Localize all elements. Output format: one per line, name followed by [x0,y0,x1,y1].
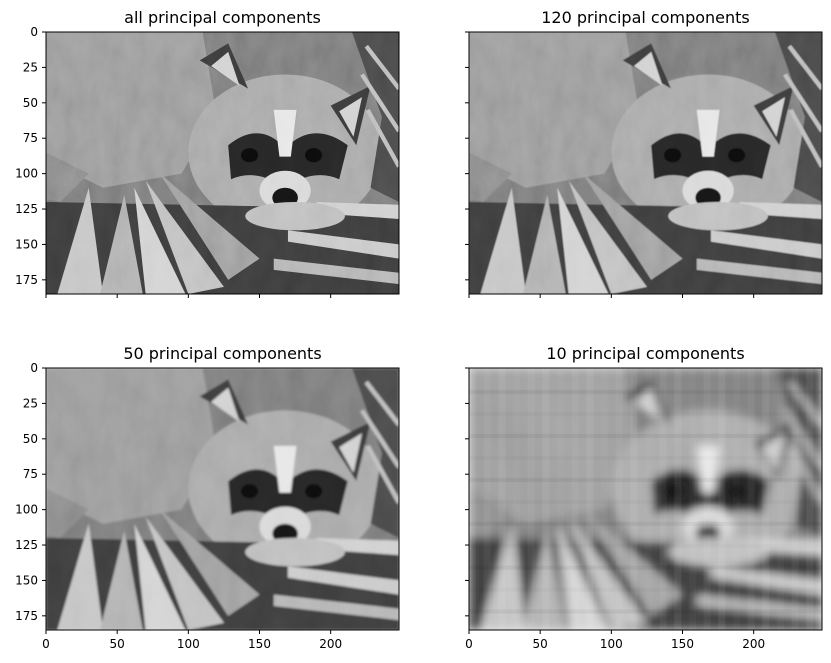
subplot-1: all principal components 0 25 50 75 100 125 150… [15,8,400,298]
y-tick-label: 125 [15,538,38,552]
y-tick-label: 75 [23,131,38,145]
subplot-title: 50 principal components [123,344,321,363]
x-tick-label: 200 [319,637,342,651]
axes-frame [468,367,823,631]
x-tick-label: 0 [465,637,473,651]
y-tick-label: 25 [23,396,38,410]
y-tick-label: 100 [15,503,38,517]
y-tick-label: 50 [23,432,38,446]
y-tick-label: 100 [15,167,38,181]
y-tick-label: 75 [23,467,38,481]
subplot-title: all principal components [124,8,321,27]
axes-frame [468,31,823,295]
y-tick-label: 25 [23,60,38,74]
image-panel [46,368,399,630]
x-tick-label: 50 [110,637,125,651]
subplot-3: 50 principal components 0 50 100 150 200 0 25 50… [15,344,400,651]
y-tick-label: 150 [15,237,38,251]
x-tick-label: 0 [42,637,50,651]
x-tick-label: 150 [248,637,271,651]
y-tick-label: 175 [15,273,38,287]
axes-frame [45,31,400,295]
y-tick-label: 125 [15,202,38,216]
x-tick-label: 50 [533,637,548,651]
subplot-title: 120 principal components [541,8,750,27]
subplot-title: 10 principal components [546,344,744,363]
y-tick-label: 175 [15,609,38,623]
image-panel [46,32,399,294]
x-tick-label: 100 [177,637,200,651]
y-tick-label: 150 [15,573,38,587]
axes-frame [45,367,400,631]
subplot-4: 10 principal components 0 50 100 150 200 [465,344,823,651]
y-tick-label: 50 [23,96,38,110]
y-tick-label: 0 [30,361,38,375]
image-panel [469,368,822,630]
x-tick-label: 100 [600,637,623,651]
x-tick-label: 200 [742,637,765,651]
x-tick-label: 150 [671,637,694,651]
image-panel [469,32,822,294]
subplot-2: 120 principal components [465,8,823,298]
y-tick-label: 0 [30,25,38,39]
